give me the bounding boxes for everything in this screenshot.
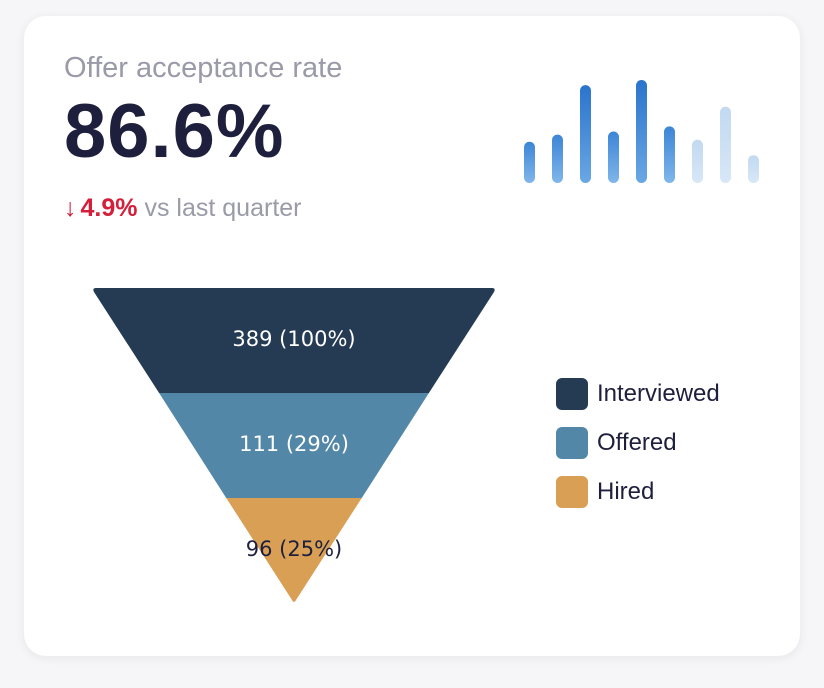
legend-label-hired: Hired <box>597 478 655 505</box>
arrow-down-icon: ↓ <box>64 194 77 222</box>
funnel-legend: Interviewed Offered Hired <box>556 378 720 525</box>
legend-label-interviewed: Interviewed <box>597 380 720 407</box>
funnel-segment-hired <box>226 498 362 602</box>
legend-item-hired: Hired <box>556 476 720 508</box>
hiring-funnel-chart: 389 (100%) 111 (29%) 96 (25%) <box>93 288 495 602</box>
spark-bar-5 <box>636 80 647 183</box>
funnel-label-hired: 96 (25%) <box>246 537 342 561</box>
funnel-label-offered: 111 (29%) <box>239 432 349 456</box>
funnel-segment-interviewed <box>93 288 495 393</box>
legend-swatch-hired <box>556 476 588 508</box>
funnel-segment-offered <box>159 393 429 498</box>
widget-title: Offer acceptance rate <box>64 52 343 84</box>
legend-swatch-offered <box>556 427 588 459</box>
change-caption: vs last quarter <box>144 194 302 222</box>
spark-bar-8 <box>720 106 731 183</box>
spark-bar-2 <box>552 134 563 183</box>
spark-bar-1 <box>524 141 535 183</box>
acceptance-rate-value: 86.6% <box>64 89 285 174</box>
change-value: 4.9% <box>80 194 138 222</box>
funnel-label-interviewed: 389 (100%) <box>232 327 355 351</box>
quarter-change: ↓ 4.9% vs last quarter <box>64 194 302 223</box>
sparkline-bar-chart <box>524 80 759 183</box>
legend-item-offered: Offered <box>556 427 720 459</box>
legend-label-offered: Offered <box>597 429 677 456</box>
spark-bar-6 <box>664 126 675 183</box>
legend-swatch-interviewed <box>556 378 588 410</box>
legend-item-interviewed: Interviewed <box>556 378 720 410</box>
spark-bar-9 <box>748 155 759 183</box>
spark-bar-3 <box>580 85 591 183</box>
spark-bar-4 <box>608 131 619 183</box>
spark-bar-7 <box>692 139 703 183</box>
offer-acceptance-card: Offer acceptance rate 86.6% ↓ 4.9% vs la… <box>24 16 800 656</box>
